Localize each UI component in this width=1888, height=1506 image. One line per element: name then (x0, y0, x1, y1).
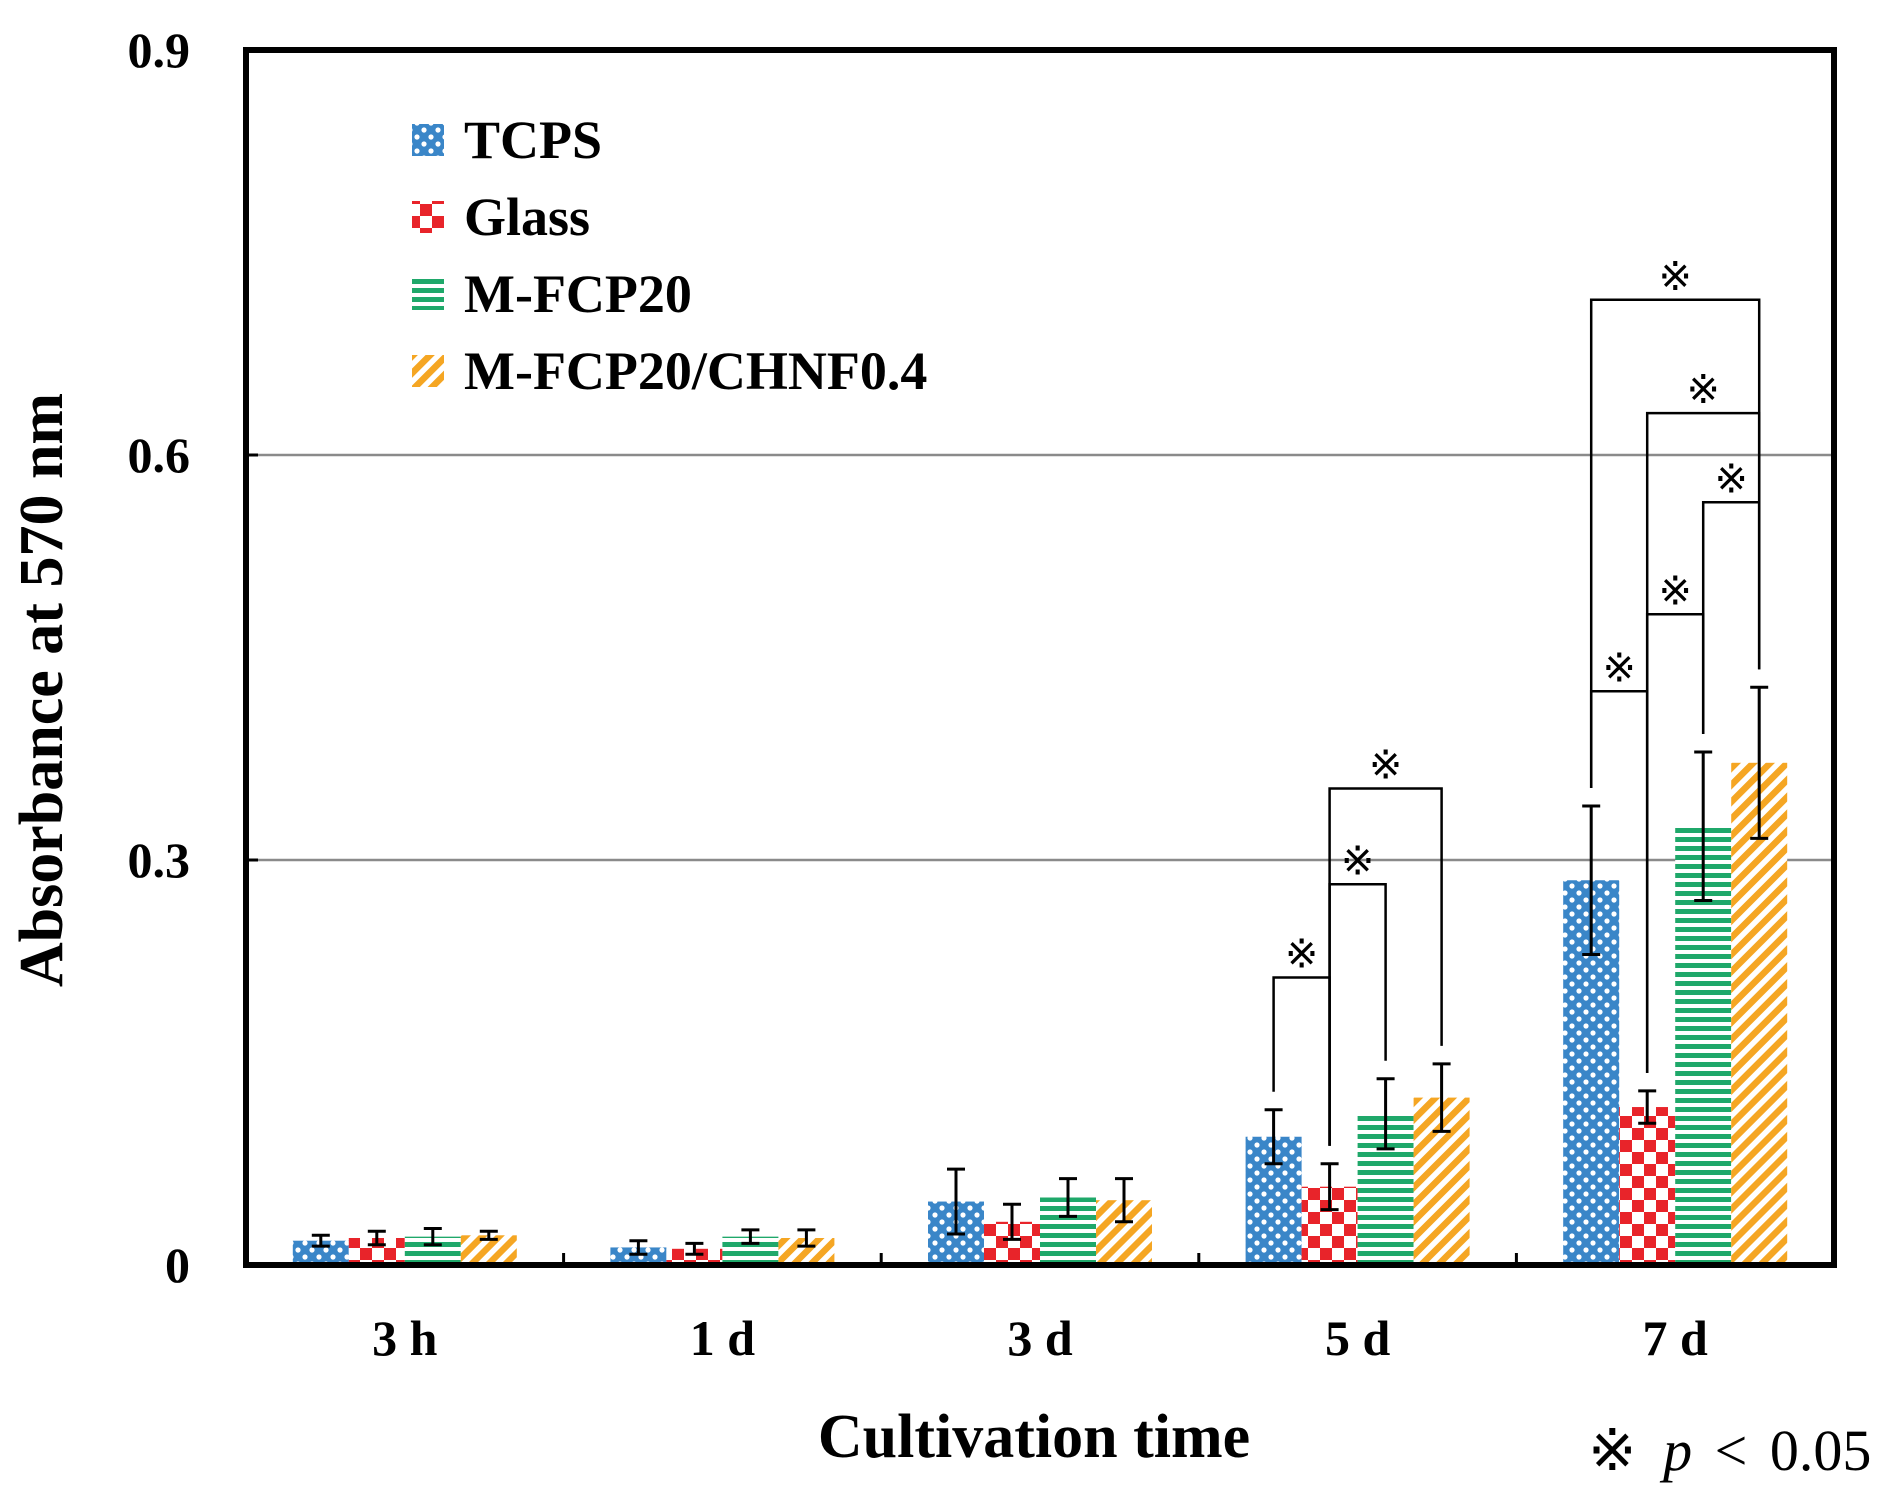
legend-label: M-FCP20 (464, 264, 692, 324)
legend-label: Glass (464, 187, 590, 247)
significance-mark: ※ (1658, 254, 1692, 299)
footnote: ※ p < 0.05 (1588, 1418, 1871, 1483)
error-bar (1582, 804, 1601, 956)
legend: TCPS Glass M-FCP20 M-FCP20/CHNF0.4 (412, 110, 927, 401)
legend-item: Glass (412, 187, 590, 247)
error-bars (311, 685, 1769, 1256)
gridlines (246, 453, 1834, 862)
error-bar (741, 1228, 760, 1245)
legend-swatch (412, 201, 444, 233)
bracket-line (1701, 501, 1761, 734)
legend-item: M-FCP20/CHNF0.4 (412, 341, 927, 401)
error-bar (685, 1241, 704, 1256)
x-tick-label: 3 h (372, 1310, 438, 1366)
x-tick-label: 7 d (1643, 1310, 1709, 1366)
significance-mark: ※ (1714, 456, 1748, 501)
error-bar (1750, 685, 1769, 840)
plot-border (243, 47, 1837, 1268)
significance-bracket: ※ (1328, 838, 1387, 1146)
bracket-line (1589, 298, 1761, 788)
error-bar (1264, 1108, 1283, 1166)
footnote-value: 0.05 (1770, 1418, 1872, 1483)
error-bar (629, 1239, 648, 1256)
bracket-line (1328, 787, 1443, 1146)
error-bar (1003, 1202, 1021, 1241)
significance-mark: ※ (1369, 742, 1403, 787)
y-tick-label: 0.3 (128, 832, 191, 888)
legend-item: TCPS (412, 110, 602, 170)
error-bar (423, 1227, 442, 1247)
significance-brackets: ※ ※ ※ ※ ※ ※ ※ ※ (1272, 254, 1761, 1146)
x-tick-label: 5 d (1325, 1310, 1391, 1366)
bracket-line (1272, 976, 1331, 1146)
error-bar (479, 1229, 498, 1241)
bar-tcps-1d (610, 1247, 667, 1265)
significance-bracket: ※ (1701, 456, 1761, 734)
y-axis-title: Absorbance at 570 nm (8, 393, 76, 987)
axis-ticks: 3 h 1 d 3 d 5 d 7 d 0 0.3 0.6 0.9 (128, 22, 1709, 1366)
footnote-relation: < (1715, 1418, 1748, 1483)
plot-frame (243, 47, 1837, 1268)
error-bar (1059, 1177, 1077, 1218)
error-bar (1320, 1162, 1339, 1212)
error-bar (1432, 1062, 1451, 1133)
y-tick-label: 0 (165, 1237, 190, 1293)
error-bar (1115, 1177, 1133, 1224)
error-bar (947, 1167, 965, 1236)
significance-mark: ※ (1602, 645, 1636, 690)
significance-bracket: ※ (1272, 931, 1331, 1146)
x-tick-label: 1 d (690, 1310, 756, 1366)
legend-swatch (412, 355, 444, 387)
error-bar (367, 1229, 386, 1247)
legend-swatch (412, 124, 444, 156)
significance-mark: ※ (1285, 931, 1319, 976)
error-bar (311, 1233, 330, 1248)
legend-swatch (412, 278, 444, 310)
legend-label: TCPS (464, 110, 602, 170)
legend-label: M-FCP20/CHNF0.4 (464, 341, 927, 401)
y-tick-label: 0.9 (128, 22, 191, 78)
error-bar (1694, 750, 1713, 902)
significance-mark: ※ (1658, 568, 1692, 613)
bars (292, 762, 1788, 1265)
bracket-line (1328, 883, 1387, 1146)
significance-mark: ※ (1341, 838, 1375, 883)
significance-bracket: ※ (1328, 742, 1443, 1146)
footnote-variable: p (1659, 1418, 1692, 1483)
bar-glass-7d (1619, 1107, 1676, 1265)
bar-m-fcp20-chnf0-4-7d (1731, 762, 1788, 1265)
error-bar (1376, 1077, 1395, 1151)
significance-mark: ※ (1686, 367, 1720, 412)
x-axis-title: Cultivation time (818, 1403, 1250, 1471)
significance-bracket: ※ (1589, 254, 1761, 788)
bar-glass-1d (666, 1248, 723, 1265)
error-bar (797, 1228, 816, 1248)
legend-item: M-FCP20 (412, 264, 692, 324)
error-bar (1638, 1089, 1657, 1125)
x-tick-label: 3 d (1007, 1310, 1073, 1366)
footnote-symbol: ※ (1588, 1418, 1637, 1483)
y-tick-label: 0.6 (128, 427, 191, 483)
